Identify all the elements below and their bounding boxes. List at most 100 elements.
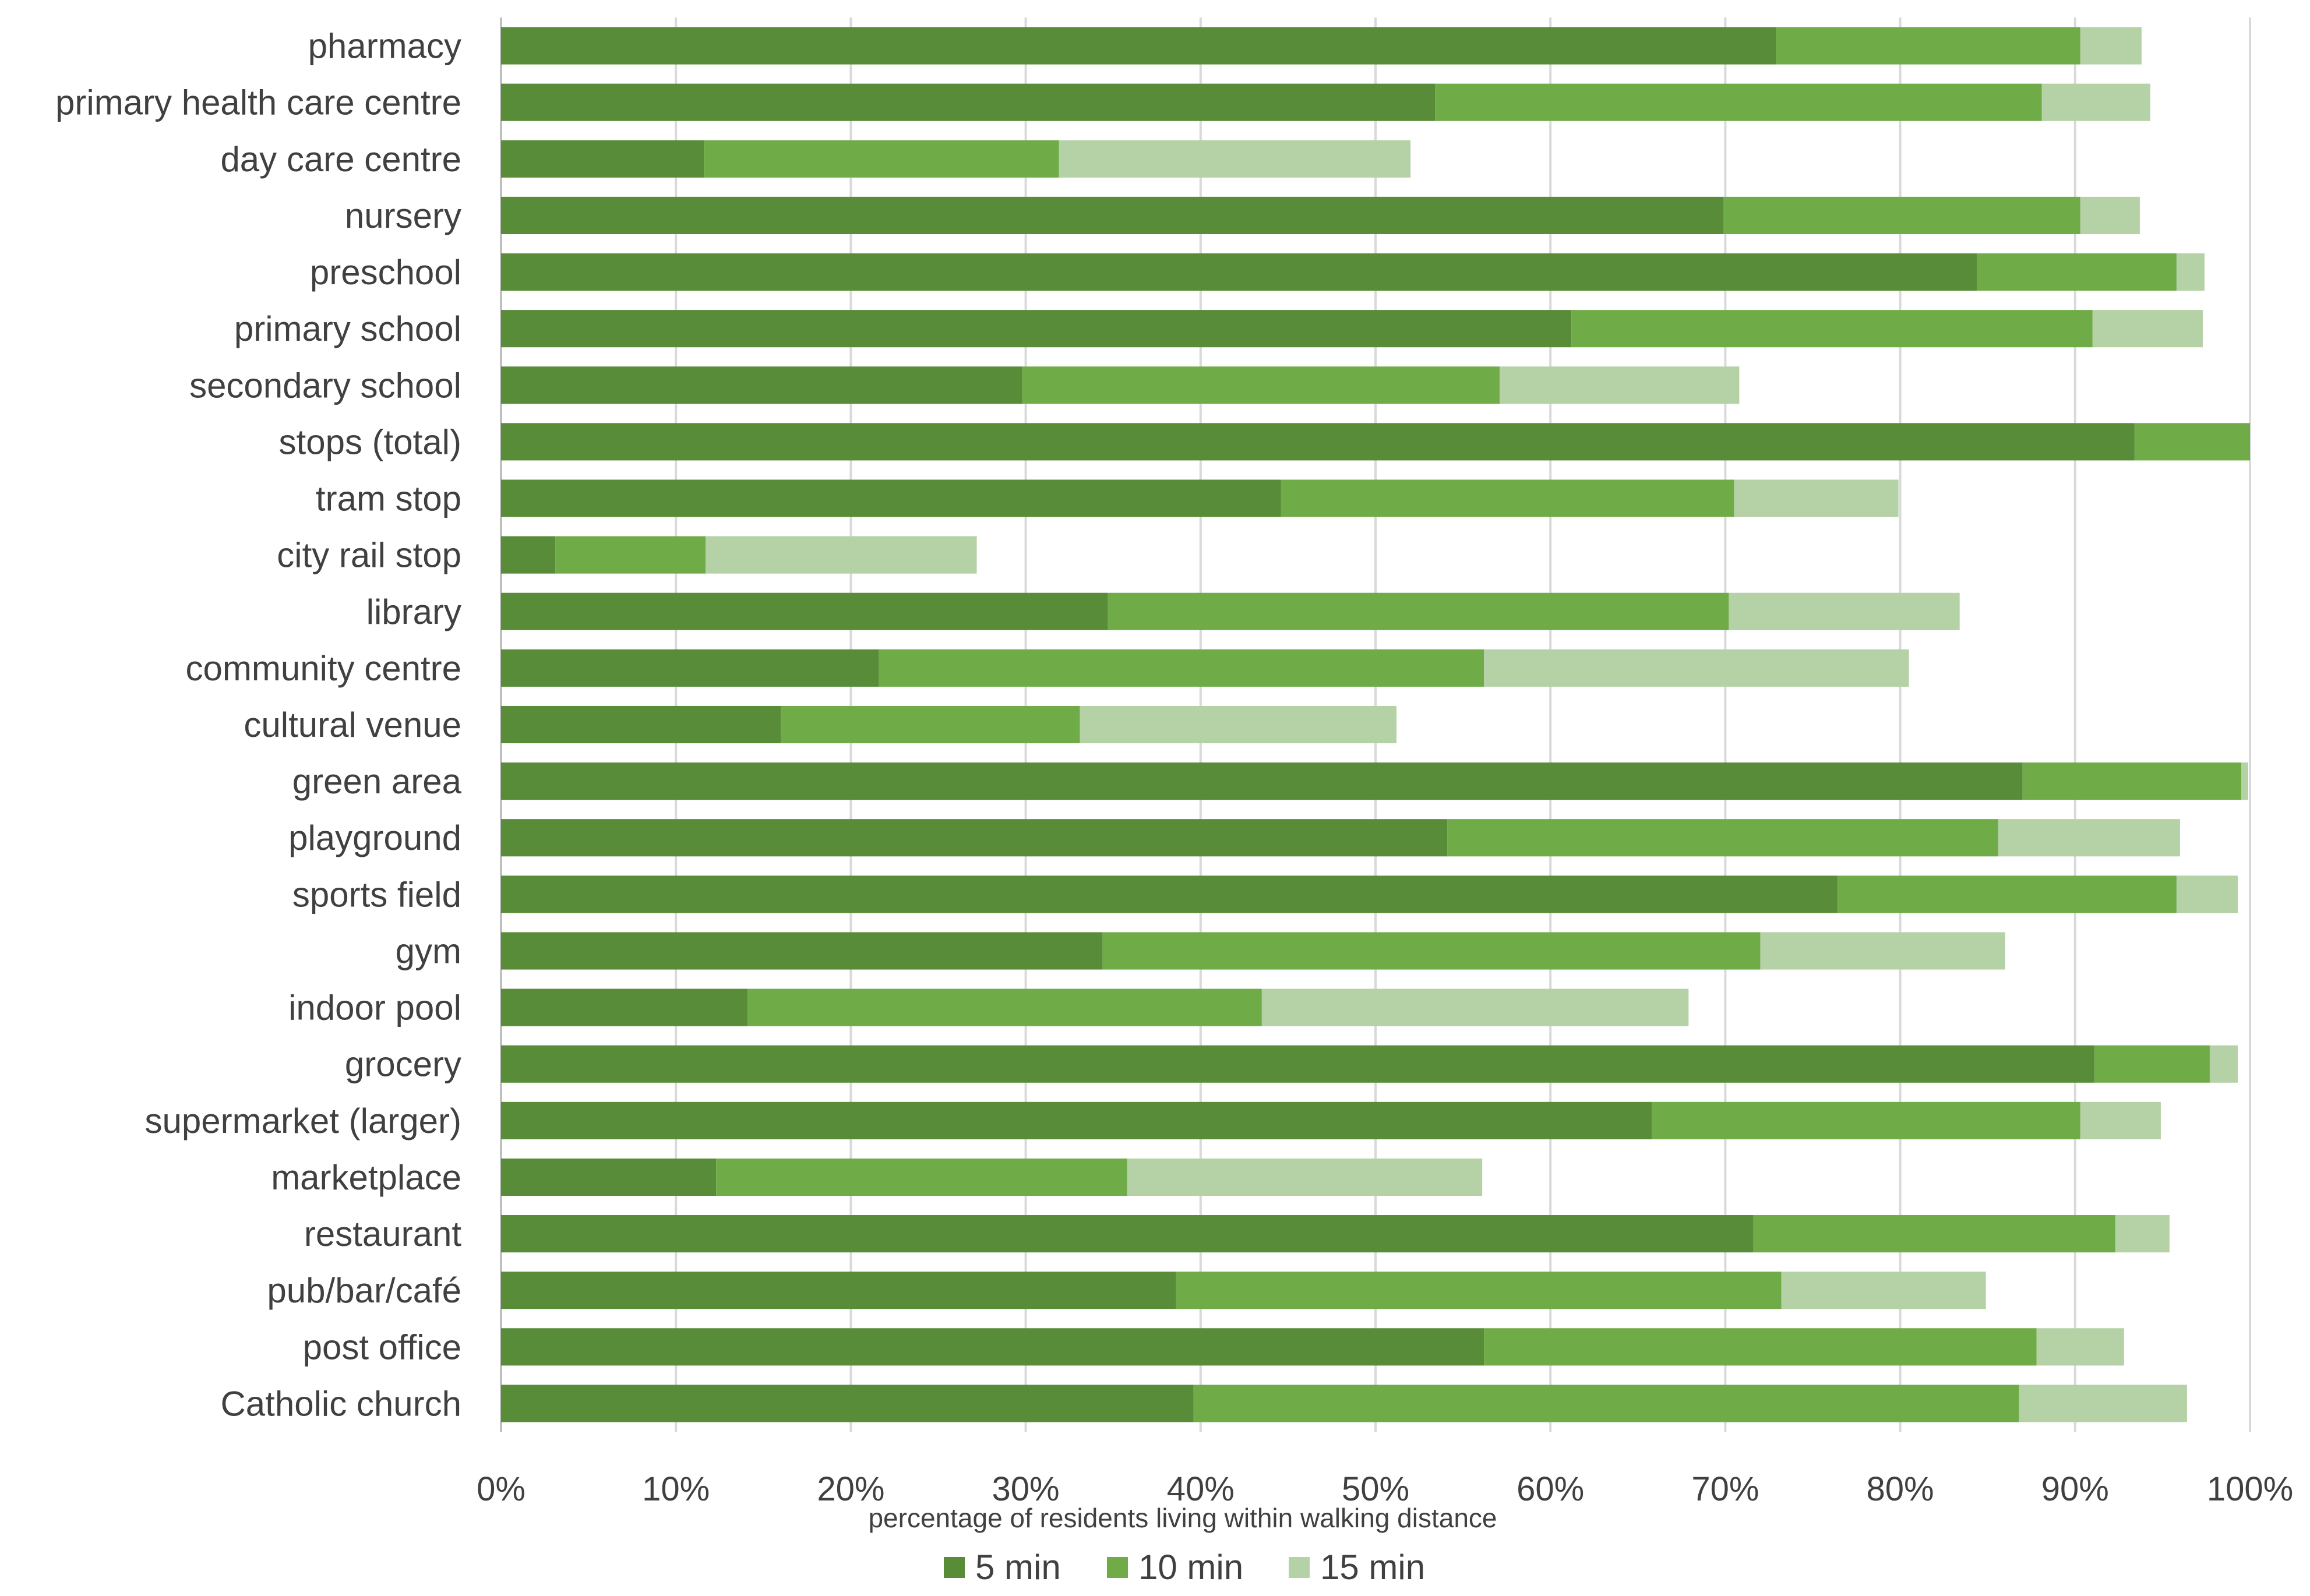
bar-community-centre-5-min xyxy=(501,649,879,687)
bar-sports-field-15-min xyxy=(2176,875,2238,913)
bar-community-centre-10-min xyxy=(879,649,1484,687)
category-label-primary-school: primary school xyxy=(234,309,461,348)
bar-primary-health-care-centre-15-min xyxy=(2041,83,2150,121)
category-label-indoor-pool: indoor pool xyxy=(288,988,461,1027)
bar-supermarket-larger-5-min xyxy=(501,1101,1652,1139)
bar-tram-stop-10-min xyxy=(1281,479,1734,517)
bar-post-office-5-min xyxy=(501,1328,1484,1366)
bar-green-area-5-min xyxy=(501,762,2023,800)
bar-secondary-school-15-min xyxy=(1500,366,1740,404)
category-label-playground: playground xyxy=(288,818,461,857)
category-label-sports-field: sports field xyxy=(292,875,461,914)
bar-library-5-min xyxy=(501,592,1108,630)
bar-primary-health-care-centre-5-min xyxy=(501,83,1436,121)
bar-secondary-school-5-min xyxy=(501,366,1022,404)
legend-label-15-min: 15 min xyxy=(1320,1548,1425,1587)
bar-pharmacy-15-min xyxy=(2080,27,2142,65)
category-label-pub-bar-caf: pub/bar/café xyxy=(267,1271,461,1310)
bar-green-area-10-min xyxy=(2022,762,2241,800)
x-tick-label-8: 80% xyxy=(1867,1470,1934,1508)
bar-sports-field-10-min xyxy=(1837,875,2177,913)
bar-supermarket-larger-10-min xyxy=(1652,1101,2080,1139)
bar-cultural-venue-15-min xyxy=(1080,705,1397,744)
legend-swatch-5-min xyxy=(944,1557,965,1578)
bar-city-rail-stop-5-min xyxy=(501,536,556,574)
bar-tram-stop-5-min xyxy=(501,479,1281,517)
bar-primary-school-5-min xyxy=(501,310,1572,348)
category-label-library: library xyxy=(366,592,461,631)
bar-gym-5-min xyxy=(501,932,1103,970)
bar-gym-15-min xyxy=(1760,932,2005,970)
bars xyxy=(501,27,2250,1422)
bar-playground-15-min xyxy=(1998,819,2180,857)
bar-tram-stop-15-min xyxy=(1734,479,1899,517)
bar-community-centre-15-min xyxy=(1484,649,1909,687)
bar-cultural-venue-10-min xyxy=(781,705,1080,744)
bar-catholic-church-5-min xyxy=(501,1385,1194,1422)
bar-preschool-5-min xyxy=(501,253,1977,291)
x-tick-label-10: 100% xyxy=(2207,1470,2293,1508)
bar-primary-school-10-min xyxy=(1571,310,2093,348)
bar-grocery-15-min xyxy=(2209,1045,2238,1083)
bar-city-rail-stop-10-min xyxy=(555,536,706,574)
bar-nursery-5-min xyxy=(501,196,1724,234)
bar-marketplace-15-min xyxy=(1127,1158,1483,1196)
bar-pub-bar-caf-5-min xyxy=(501,1272,1176,1309)
bar-playground-10-min xyxy=(1447,819,1998,857)
bar-grocery-5-min xyxy=(501,1045,2094,1083)
bar-grocery-10-min xyxy=(2094,1045,2210,1083)
x-tick-label-5: 50% xyxy=(1342,1470,1409,1508)
category-label-day-care-centre: day care centre xyxy=(220,140,461,179)
bar-nursery-10-min xyxy=(1723,196,2080,234)
category-label-community-centre: community centre xyxy=(186,649,462,688)
bar-supermarket-larger-15-min xyxy=(2080,1101,2161,1139)
x-tick-label-6: 60% xyxy=(1517,1470,1584,1508)
x-axis-title: percentage of residents living within wa… xyxy=(868,1503,1497,1533)
legend-label-10-min: 10 min xyxy=(1138,1548,1243,1587)
category-label-grocery: grocery xyxy=(345,1045,461,1084)
category-label-catholic-church: Catholic church xyxy=(220,1384,461,1423)
bar-pharmacy-5-min xyxy=(501,27,1776,65)
bar-pharmacy-10-min xyxy=(1776,27,2080,65)
bar-indoor-pool-15-min xyxy=(1261,988,1689,1026)
bar-post-office-15-min xyxy=(2036,1328,2124,1366)
bar-green-area-15-min xyxy=(2241,762,2248,800)
bar-restaurant-10-min xyxy=(1753,1215,2115,1253)
category-label-preschool: preschool xyxy=(310,253,461,292)
bar-catholic-church-15-min xyxy=(2019,1385,2187,1422)
x-tick-label-2: 20% xyxy=(817,1470,884,1508)
bar-gym-10-min xyxy=(1102,932,1761,970)
bar-primary-health-care-centre-10-min xyxy=(1435,83,2042,121)
category-label-city-rail-stop: city rail stop xyxy=(277,536,461,575)
category-label-green-area: green area xyxy=(292,762,462,801)
x-tick-label-1: 10% xyxy=(642,1470,710,1508)
category-label-tram-stop: tram stop xyxy=(316,479,461,518)
x-tick-label-0: 0% xyxy=(477,1470,526,1508)
bar-cultural-venue-5-min xyxy=(501,705,781,744)
bar-restaurant-15-min xyxy=(2115,1215,2170,1253)
legend-swatch-15-min xyxy=(1289,1557,1310,1578)
bar-preschool-10-min xyxy=(1977,253,2177,291)
category-label-stops-total: stops (total) xyxy=(279,422,461,461)
category-label-post-office: post office xyxy=(303,1327,461,1367)
bar-stops-total-5-min xyxy=(501,423,2135,461)
bar-sports-field-5-min xyxy=(501,875,1838,913)
bar-marketplace-5-min xyxy=(501,1158,717,1196)
bar-stops-total-10-min xyxy=(2134,423,2250,461)
bar-primary-school-15-min xyxy=(2092,310,2203,348)
bar-city-rail-stop-15-min xyxy=(706,536,977,574)
category-label-gym: gym xyxy=(396,931,461,970)
bar-day-care-centre-10-min xyxy=(704,140,1059,178)
bar-secondary-school-10-min xyxy=(1022,366,1500,404)
bar-indoor-pool-5-min xyxy=(501,988,748,1026)
bar-marketplace-10-min xyxy=(716,1158,1127,1196)
bar-catholic-church-10-min xyxy=(1193,1385,2019,1422)
bar-post-office-10-min xyxy=(1484,1328,2037,1366)
bar-pub-bar-caf-15-min xyxy=(1781,1272,1986,1309)
x-tick-label-9: 90% xyxy=(2041,1470,2109,1508)
category-label-restaurant: restaurant xyxy=(304,1214,461,1254)
bar-library-10-min xyxy=(1108,592,1729,630)
category-label-pharmacy: pharmacy xyxy=(308,27,461,66)
category-label-nursery: nursery xyxy=(345,196,461,235)
